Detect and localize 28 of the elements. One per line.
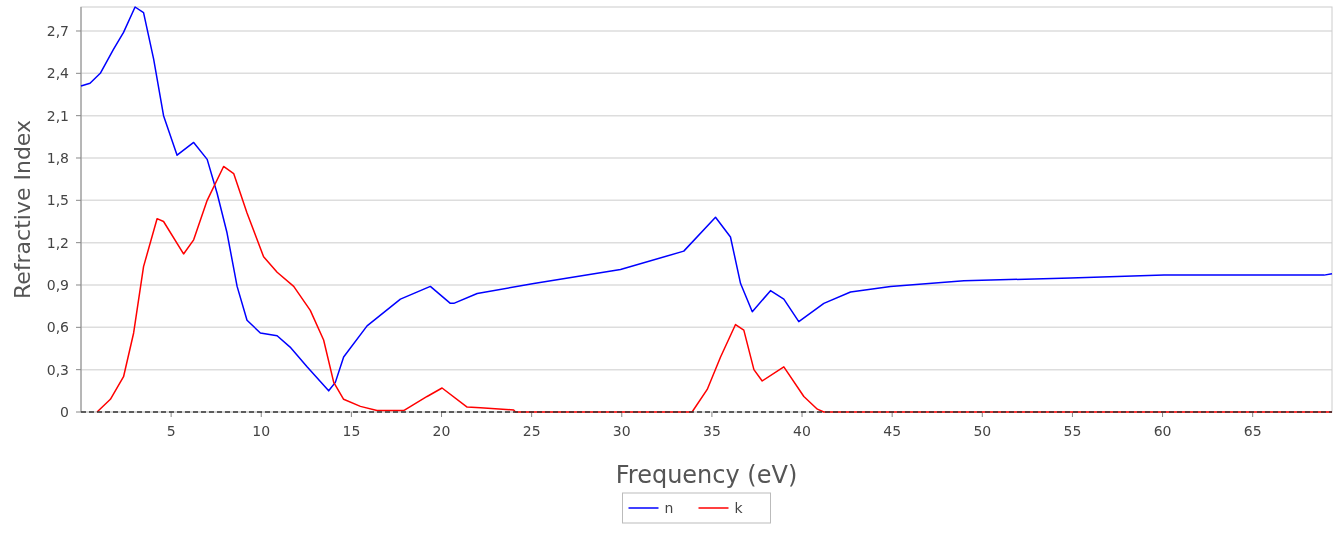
y-tick-label: 1,8 <box>46 149 69 166</box>
y-tick-label: 0,6 <box>46 319 70 336</box>
x-tick-label: 15 <box>342 423 361 439</box>
x-tick-label: 40 <box>793 423 811 439</box>
y-tick-label: 2,1 <box>46 107 69 124</box>
line-series <box>80 6 1333 392</box>
y-tick-label: 1,5 <box>46 192 69 209</box>
y-tick-label: 0 <box>60 404 69 420</box>
x-tick-label: 5 <box>166 423 176 439</box>
y-tick-label: 2,7 <box>46 22 69 39</box>
legend-label: n <box>664 500 674 516</box>
x-tick-label: 65 <box>1243 423 1262 439</box>
y-tick-label: 1,2 <box>46 234 69 251</box>
x-tick-label: 60 <box>1153 423 1172 439</box>
x-tick-label: 35 <box>702 423 721 439</box>
y-tick-label: 0,3 <box>46 361 69 378</box>
x-tick-label: 25 <box>522 423 541 439</box>
x-tick-label: 20 <box>432 423 451 439</box>
y-tick-label: 2,4 <box>46 65 70 82</box>
x-tick-label: 45 <box>883 423 902 439</box>
x-tick-label: 55 <box>1063 423 1082 439</box>
x-tick-label: 10 <box>252 423 271 439</box>
x-axis-title: Frequency (eV) <box>615 461 798 489</box>
legend-label: k <box>734 500 744 516</box>
y-axis-title: Refractive Index <box>10 119 35 300</box>
x-tick-label: 30 <box>612 423 631 439</box>
x-tick-label: 50 <box>973 423 992 439</box>
y-tick-label: 0,9 <box>46 277 69 293</box>
